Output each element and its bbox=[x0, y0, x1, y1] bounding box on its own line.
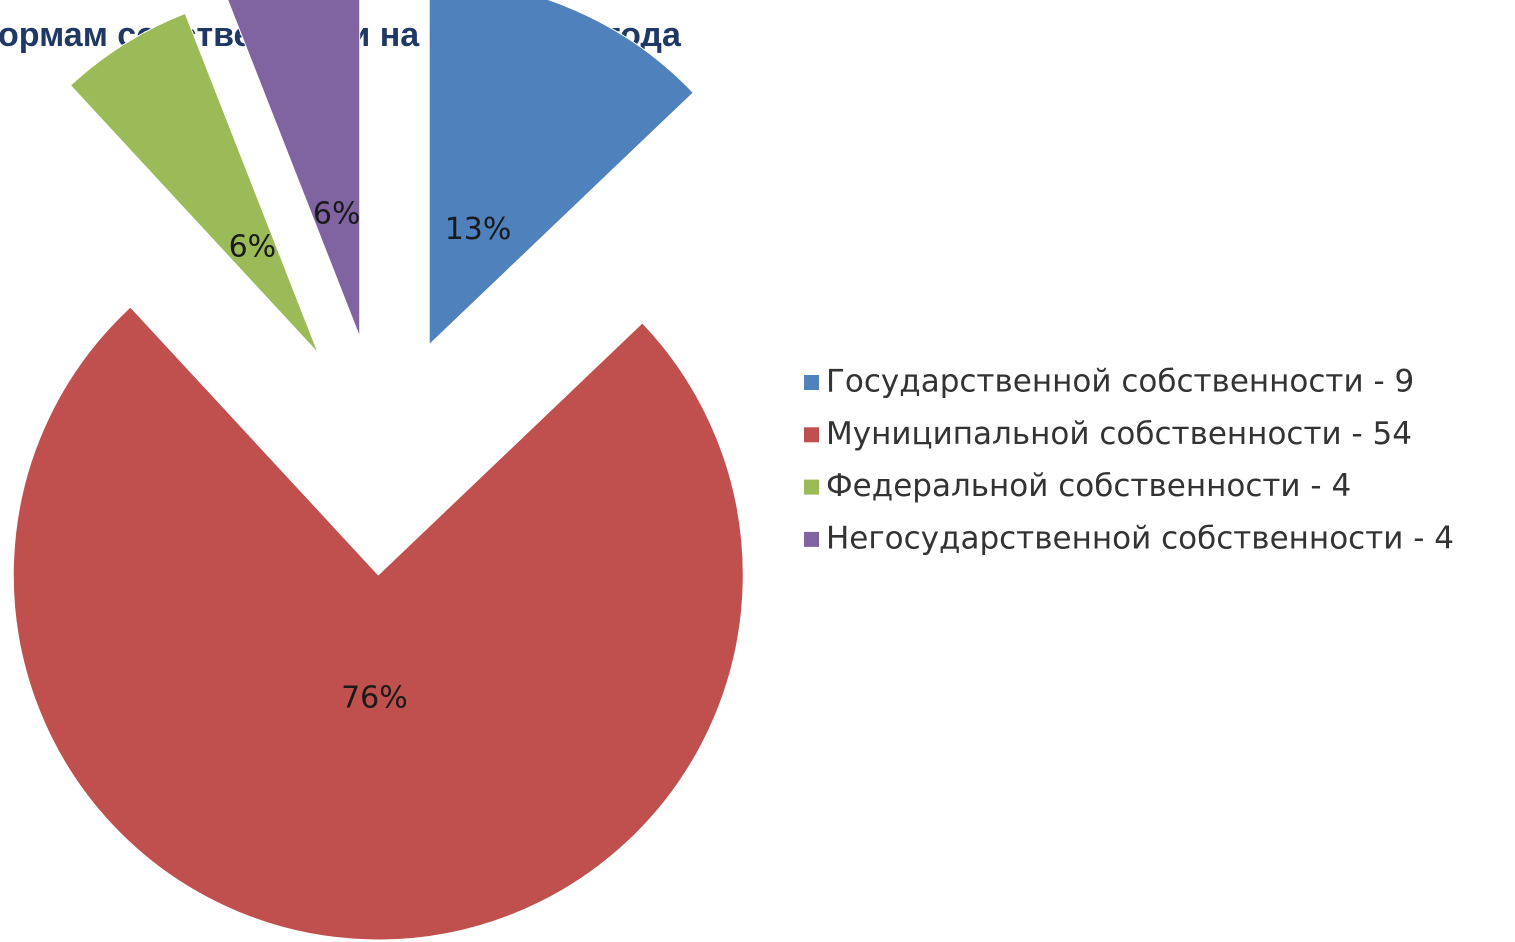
pie-slice bbox=[69, 12, 319, 354]
legend-label: Государственной собственности - 9 bbox=[826, 364, 1414, 400]
legend-swatch bbox=[804, 427, 819, 443]
pie-slice bbox=[428, 0, 694, 346]
legend-label: Муниципальной собственности - 54 bbox=[826, 416, 1412, 452]
pie-slice bbox=[227, 0, 361, 338]
data-label: 13% bbox=[445, 212, 512, 247]
data-label: 6% bbox=[229, 230, 277, 265]
data-label: 6% bbox=[313, 197, 361, 232]
legend-label: Федеральной собственности - 4 bbox=[826, 468, 1351, 504]
legend-swatch bbox=[804, 375, 819, 390]
legend-swatch bbox=[804, 531, 819, 547]
pie-slice bbox=[12, 306, 744, 941]
legend-swatch bbox=[804, 479, 819, 495]
data-label: 76% bbox=[341, 680, 408, 715]
legend-label: Негосударственной собственности - 4 bbox=[826, 520, 1454, 556]
